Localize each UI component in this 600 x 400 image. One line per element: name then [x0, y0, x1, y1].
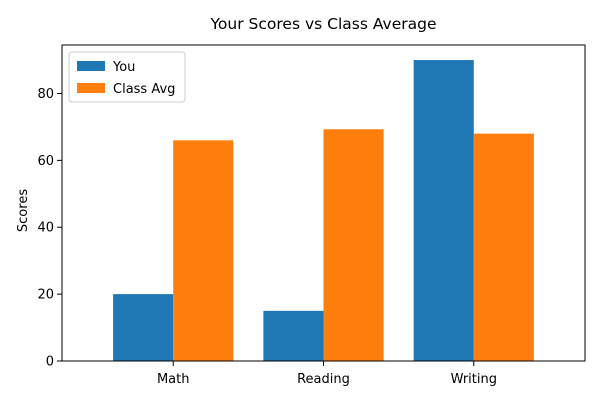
y-axis-title: Scores [16, 189, 31, 232]
legend: You Class Avg [68, 51, 186, 103]
y-tick-label: 60 [37, 154, 54, 169]
bar-class-avg-writing [473, 133, 534, 361]
y-tick-label: 20 [37, 288, 54, 303]
legend-swatch [77, 61, 105, 71]
legend-swatch [77, 83, 105, 93]
y-tick-label: 0 [46, 355, 54, 370]
chart-title: Your Scores vs Class Average [210, 15, 437, 33]
bar-class-avg-reading [323, 129, 384, 361]
legend-label: You [112, 60, 135, 75]
bar-class-avg-math [173, 140, 234, 361]
plot-frame [61, 44, 586, 362]
bar-you-writing [413, 60, 474, 362]
legend-label: Class Avg [113, 82, 175, 97]
x-tick-label: Reading [297, 372, 350, 387]
plot-area: Math Reading Writing 0 20 40 60 80 [37, 60, 534, 387]
bar-you-reading [263, 310, 324, 361]
y-tick-label: 80 [37, 87, 54, 102]
bar-you-math [113, 294, 174, 361]
x-tick-label: Writing [451, 372, 497, 387]
y-tick-label: 40 [37, 221, 54, 236]
x-tick-label: Math [157, 372, 190, 387]
